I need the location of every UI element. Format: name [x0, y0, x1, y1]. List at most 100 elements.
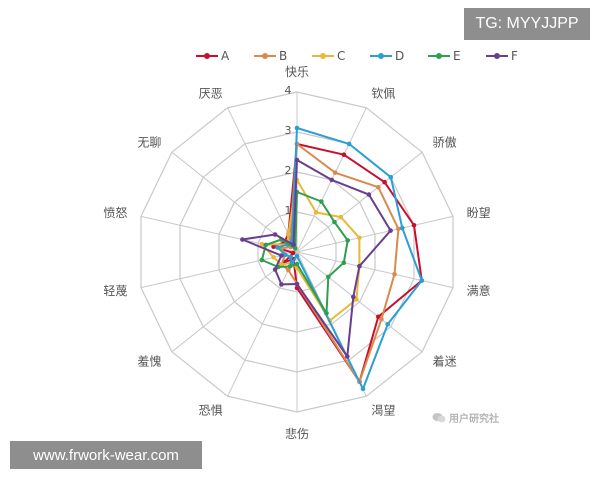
- point-D-9: [288, 254, 294, 260]
- series-F: [240, 157, 393, 359]
- point-D-10: [283, 252, 288, 257]
- tick-label-4: 4: [285, 84, 292, 97]
- point-B-5: [379, 317, 384, 322]
- point-F-13: [291, 242, 296, 248]
- point-F-6: [345, 354, 350, 359]
- point-E-11: [263, 242, 269, 248]
- axis-label-10: 轻蔑: [103, 284, 127, 298]
- point-A-11: [271, 244, 276, 249]
- point-E-8: [287, 264, 293, 269]
- point-F-7: [294, 281, 300, 287]
- point-E-13: [293, 246, 298, 251]
- point-F-5: [351, 294, 356, 300]
- legend-item-E: E: [428, 49, 461, 63]
- point-C-3: [357, 235, 362, 241]
- axis-label-2: 骄傲: [433, 134, 457, 149]
- point-C-10: [271, 254, 276, 260]
- point-B-1: [332, 170, 338, 175]
- point-A-3: [411, 223, 417, 228]
- spoke-3: [296, 215, 454, 253]
- point-D-5: [385, 322, 391, 327]
- legend-item-F: F: [486, 49, 518, 63]
- point-A-1: [341, 152, 347, 157]
- point-E-7: [294, 261, 300, 267]
- point-D-1: [346, 141, 352, 147]
- point-D-3: [400, 225, 405, 231]
- axis-label-8: 恐惧: [199, 403, 223, 418]
- point-E-4: [341, 260, 347, 266]
- radar-spokes: [140, 92, 454, 412]
- telegram-watermark: TG: MYYJJPP: [464, 8, 590, 40]
- spoke-4: [296, 251, 454, 289]
- tick-label-2: 2: [285, 164, 292, 177]
- point-C-9: [279, 262, 284, 267]
- axis-label-5: 着迷: [433, 354, 457, 369]
- radial-tick-labels: 1 2 3 4: [285, 84, 292, 217]
- axis-label-6: 渴望: [371, 404, 395, 418]
- point-D-0: [294, 125, 300, 131]
- point-F-11: [240, 237, 245, 242]
- legend-label-B: B: [279, 49, 287, 63]
- point-F-10: [279, 253, 284, 258]
- axis-label-11: 愤怒: [103, 205, 127, 220]
- spoke-13: [227, 107, 298, 253]
- point-D-2: [388, 174, 394, 180]
- axis-label-0: 快乐: [285, 65, 309, 79]
- point-E-10: [259, 257, 265, 263]
- legend-label-D: D: [395, 49, 404, 63]
- tick-label-3: 3: [285, 124, 292, 137]
- point-E-2: [332, 219, 337, 225]
- axis-label-4: 满意: [467, 283, 491, 298]
- website-watermark: www.frwork-wear.com: [10, 441, 202, 469]
- point-B-2: [376, 184, 381, 190]
- point-E-3: [345, 238, 351, 243]
- point-C-11: [259, 241, 265, 247]
- spoke-2: [296, 151, 423, 253]
- spoke-10: [140, 251, 298, 289]
- legend-swatch-dot-E: [436, 53, 442, 59]
- chat-bubble-icon: [432, 412, 446, 422]
- legend-label-F: F: [511, 49, 518, 63]
- point-D-4: [419, 278, 425, 283]
- axis-label-1: 钦佩: [371, 86, 395, 100]
- legend-item-B: B: [254, 49, 287, 63]
- point-D-6: [360, 386, 366, 392]
- point-D-11: [275, 245, 280, 250]
- spoke-8: [227, 251, 298, 397]
- point-B-3: [396, 226, 401, 232]
- point-F-2: [366, 192, 372, 197]
- series-line-D: [276, 127, 423, 390]
- legend: A B C D E F: [196, 49, 518, 63]
- point-E-6: [324, 311, 329, 316]
- legend-label-A: A: [221, 49, 230, 63]
- point-F-12: [272, 232, 278, 237]
- axis-label-7: 悲伤: [285, 426, 309, 441]
- point-C-13: [286, 231, 291, 237]
- point-F-8: [279, 282, 284, 287]
- source-watermark: 用户研究社: [432, 410, 499, 425]
- point-F-3: [388, 228, 393, 233]
- point-C-2: [338, 214, 344, 220]
- spoke-5: [296, 251, 423, 353]
- point-B-4: [392, 272, 397, 277]
- legend-item-C: C: [312, 49, 345, 63]
- legend-label-C: C: [337, 49, 345, 63]
- axis-label-13: 厌恶: [199, 86, 223, 100]
- point-C-5: [354, 297, 359, 302]
- legend-label-E: E: [453, 49, 461, 63]
- axis-label-9: 羞愧: [137, 354, 161, 369]
- tick-label-1: 1: [285, 204, 292, 217]
- point-B-8: [286, 267, 291, 273]
- spoke-11: [140, 215, 298, 253]
- legend-item-A: A: [196, 49, 230, 63]
- point-A-10: [290, 250, 296, 256]
- point-E-1: [319, 199, 324, 204]
- point-A-2: [382, 179, 387, 185]
- source-watermark-text: 用户研究社: [449, 414, 499, 425]
- point-D-8: [289, 260, 295, 266]
- point-F-4: [357, 263, 362, 269]
- legend-swatch-dot-A: [204, 53, 210, 59]
- point-E-5: [326, 274, 331, 280]
